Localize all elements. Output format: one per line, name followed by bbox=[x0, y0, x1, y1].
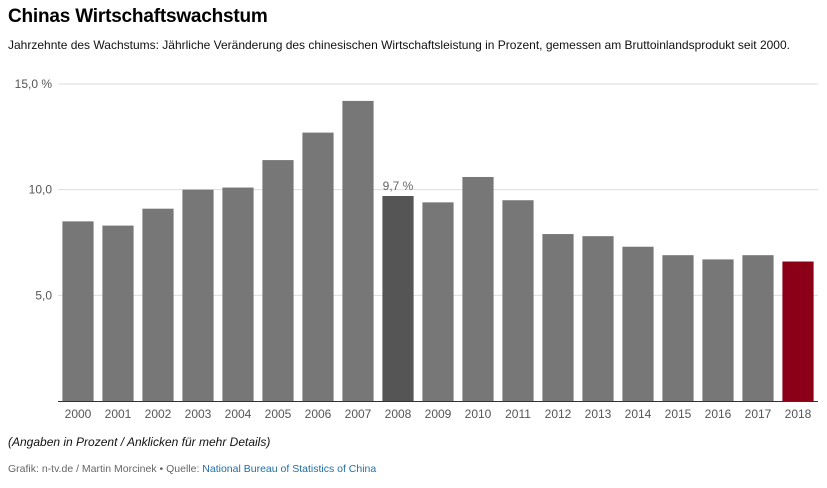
chart-title: Chinas Wirtschaftswachstum bbox=[8, 6, 268, 27]
y-tick-label: 5,0 bbox=[35, 288, 52, 302]
data-labels: 9,7 % bbox=[383, 179, 414, 193]
x-tick-label: 2011 bbox=[505, 407, 531, 421]
x-tick-label: 2013 bbox=[585, 407, 612, 421]
x-tick-label: 2018 bbox=[785, 407, 812, 421]
bar-2003[interactable] bbox=[182, 189, 214, 401]
x-tick-label: 2001 bbox=[105, 407, 132, 421]
bar-2011[interactable] bbox=[502, 200, 534, 401]
x-tick-label: 2000 bbox=[65, 407, 92, 421]
credit-text: Grafik: n-tv.de / Martin Morcinek • Quel… bbox=[8, 463, 203, 475]
bars bbox=[62, 100, 814, 401]
x-tick-label: 2010 bbox=[465, 407, 492, 421]
x-tick-label: 2016 bbox=[705, 407, 732, 421]
bar-2002[interactable] bbox=[142, 208, 174, 401]
x-tick-label: 2006 bbox=[305, 407, 332, 421]
x-axis-labels: 2000 2001 2002 2003 2004 2005 2006 2007 2008 2009… bbox=[65, 407, 812, 421]
bar-2013[interactable] bbox=[582, 236, 614, 401]
bar-2018[interactable] bbox=[782, 261, 814, 401]
x-tick-label: 2002 bbox=[145, 407, 172, 421]
bar-2004[interactable] bbox=[222, 187, 254, 401]
bar-2014[interactable] bbox=[622, 246, 654, 401]
bar-2010[interactable] bbox=[462, 176, 494, 401]
source-link[interactable]: National Bureau of Statistics of China bbox=[202, 463, 377, 475]
x-tick-label: 2017 bbox=[745, 407, 772, 421]
bar-2016[interactable] bbox=[702, 259, 734, 401]
bar-2000[interactable] bbox=[62, 221, 94, 401]
highlight-value-label: 9,7 % bbox=[383, 179, 414, 193]
y-tick-label: 15,0 % bbox=[15, 77, 53, 91]
bar-2008[interactable] bbox=[382, 196, 414, 401]
credit-line: Grafik: n-tv.de / Martin Morcinek • Quel… bbox=[8, 463, 376, 475]
y-axis-labels: 5,0 10,0 15,0 % bbox=[15, 77, 53, 302]
bar-2005[interactable] bbox=[262, 160, 294, 401]
y-tick-label: 10,0 bbox=[29, 183, 53, 197]
x-tick-label: 2007 bbox=[345, 407, 372, 421]
bar-2001[interactable] bbox=[102, 225, 134, 401]
bar-2017[interactable] bbox=[742, 255, 774, 401]
x-tick-label: 2014 bbox=[625, 407, 652, 421]
x-tick-label: 2015 bbox=[665, 407, 692, 421]
bar-2012[interactable] bbox=[542, 234, 574, 401]
chart-subtitle: Jahrzehnte des Wachstums: Jährliche Verä… bbox=[8, 38, 790, 52]
x-tick-label: 2008 bbox=[385, 407, 412, 421]
details-note[interactable]: (Angaben in Prozent / Anklicken für mehr… bbox=[8, 435, 271, 449]
bar-2006[interactable] bbox=[302, 132, 334, 401]
x-tick-label: 2012 bbox=[545, 407, 572, 421]
bar-chart: 5,010,015,0 % 2000 2001 2002 2003 2004 2005 20… bbox=[15, 77, 818, 421]
x-tick-label: 2009 bbox=[425, 407, 452, 421]
bar-2015[interactable] bbox=[662, 255, 694, 401]
x-tick-label: 2004 bbox=[225, 407, 252, 421]
x-tick-label: 2005 bbox=[265, 407, 292, 421]
bar-2009[interactable] bbox=[422, 202, 454, 401]
x-tick-label: 2003 bbox=[185, 407, 212, 421]
bar-2007[interactable] bbox=[342, 100, 374, 401]
